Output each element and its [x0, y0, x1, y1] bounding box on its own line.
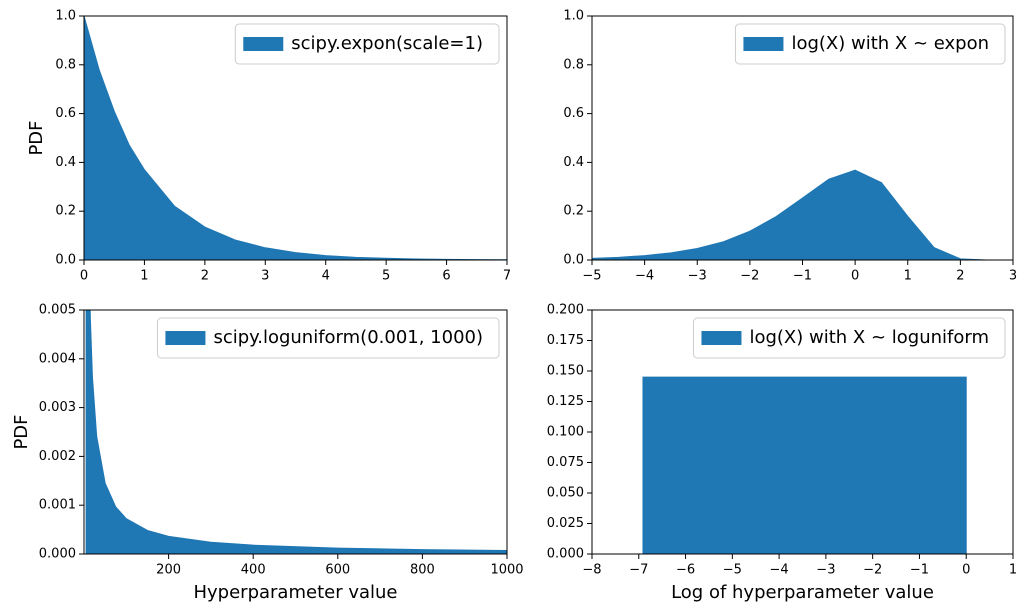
x-tick-label: 0: [962, 563, 970, 578]
y-tick-label: 0.6: [55, 106, 76, 121]
x-tick-label: 200: [156, 563, 181, 578]
x-tick-label: −8: [582, 563, 601, 578]
x-tick-label: 4: [322, 269, 330, 284]
x-tick-label: 3: [261, 269, 269, 284]
axes-frame: [83, 15, 508, 261]
legend: scipy.loguniform(0.001, 1000): [156, 317, 500, 359]
x-tick-label: −3: [688, 269, 707, 284]
legend-frame: [734, 23, 1006, 65]
y-tick-label: 0.025: [547, 516, 584, 531]
legend-frame: [692, 317, 1006, 359]
y-axis-label: PDF: [26, 120, 47, 155]
legend-label: log(X) with X ~ loguniform: [749, 327, 989, 348]
y-axis-label: PDF: [11, 414, 32, 449]
y-tick-label: 0.6: [563, 106, 584, 121]
subplot: −5 −4 −3 −2 −1 0 1 2 3 0.0 0.2 0.4 0.6 0.8 1.0 log(X) w…: [563, 9, 1017, 284]
legend: log(X) with X ~ loguniform: [692, 317, 1006, 359]
x-tick-label: 2: [201, 269, 209, 284]
y-tick-label: 0.2: [55, 204, 76, 219]
x-tick-label: −1: [793, 269, 812, 284]
y-tick-label: 0.4: [55, 155, 76, 170]
x-tick-label: 1: [140, 269, 148, 284]
y-tick-label: 0.0: [55, 253, 76, 268]
y-tick-label: 0.004: [39, 351, 76, 366]
y-tick-label: 0.8: [55, 57, 76, 72]
y-tick-label: 0.4: [563, 155, 584, 170]
y-tick-label: 0.000: [39, 547, 76, 562]
y-tick-label: 0.200: [547, 303, 584, 318]
y-tick-label: 0.005: [39, 303, 76, 318]
area: [85, 310, 507, 554]
legend-frame: [234, 23, 500, 65]
x-axis-label: Hyperparameter value: [193, 582, 397, 603]
x-tick-label: −2: [740, 269, 759, 284]
x-tick-label: 600: [325, 563, 350, 578]
x-tick-label: 3: [1009, 269, 1017, 284]
y-tick-label: 0.050: [547, 486, 584, 501]
x-axis-label: Log of hyperparameter value: [671, 582, 934, 603]
x-tick-label: 1: [1009, 563, 1017, 578]
y-tick-label: 0.150: [547, 364, 584, 379]
y-tick-label: 0.0: [563, 253, 584, 268]
y-tick-label: 0.000: [547, 547, 584, 562]
x-tick-label: −4: [635, 269, 654, 284]
y-tick-label: 0.001: [39, 498, 76, 513]
x-tick-label: −6: [676, 563, 695, 578]
subplot: −8 −7 −6 −5 −4 −3 −2 −1 0 1 0.000 0.025 0.050 0.075 0.…: [547, 303, 1017, 604]
x-tick-label: 1: [904, 269, 912, 284]
x-tick-label: 2: [956, 269, 964, 284]
x-tick-label: 7: [503, 269, 511, 284]
legend-swatch: [165, 331, 206, 345]
y-tick-label: 0.2: [563, 204, 584, 219]
x-tick-label: 1000: [490, 563, 523, 578]
legend: log(X) with X ~ expon: [734, 23, 1006, 65]
legend-label: scipy.loguniform(0.001, 1000): [213, 327, 483, 348]
legend-label: log(X) with X ~ expon: [791, 33, 989, 54]
area: [592, 169, 1013, 260]
legend-label: scipy.expon(scale=1): [291, 33, 483, 54]
x-tick-label: 6: [442, 269, 450, 284]
y-tick-label: 1.0: [55, 9, 76, 24]
x-tick-label: −2: [863, 563, 882, 578]
x-tick-label: 400: [241, 563, 266, 578]
legend-frame: [156, 317, 500, 359]
x-tick-label: 0: [851, 269, 859, 284]
x-tick-label: −1: [910, 563, 929, 578]
x-tick-label: 0: [80, 269, 88, 284]
x-tick-label: −7: [629, 563, 648, 578]
x-tick-label: 5: [382, 269, 390, 284]
axes-frame: [83, 309, 508, 555]
legend-swatch: [743, 37, 784, 51]
y-tick-label: 0.100: [547, 425, 584, 440]
x-tick-label: −5: [723, 563, 742, 578]
legend: scipy.expon(scale=1): [234, 23, 500, 65]
subplot: 200 400 600 800 1000 0.000 0.001 0.002 0.003 0.00…: [11, 303, 524, 604]
x-tick-label: 800: [410, 563, 435, 578]
x-tick-label: −5: [582, 269, 601, 284]
area: [642, 376, 967, 554]
x-tick-label: −3: [816, 563, 835, 578]
y-tick-label: 0.002: [39, 449, 76, 464]
y-tick-label: 0.075: [547, 455, 584, 470]
legend-swatch: [243, 37, 284, 51]
y-tick-label: 0.8: [563, 57, 584, 72]
y-tick-label: 1.0: [563, 9, 584, 24]
subplot: 0 1 2 3 4 5 6 7 0.0 0.2 0.4 0.6 0.8 1.0 PDF scipy.expon…: [26, 9, 511, 284]
y-tick-label: 0.003: [39, 400, 76, 415]
y-tick-label: 0.125: [547, 394, 584, 409]
x-tick-label: −4: [770, 563, 789, 578]
legend-swatch: [701, 331, 742, 345]
y-tick-label: 0.175: [547, 333, 584, 348]
